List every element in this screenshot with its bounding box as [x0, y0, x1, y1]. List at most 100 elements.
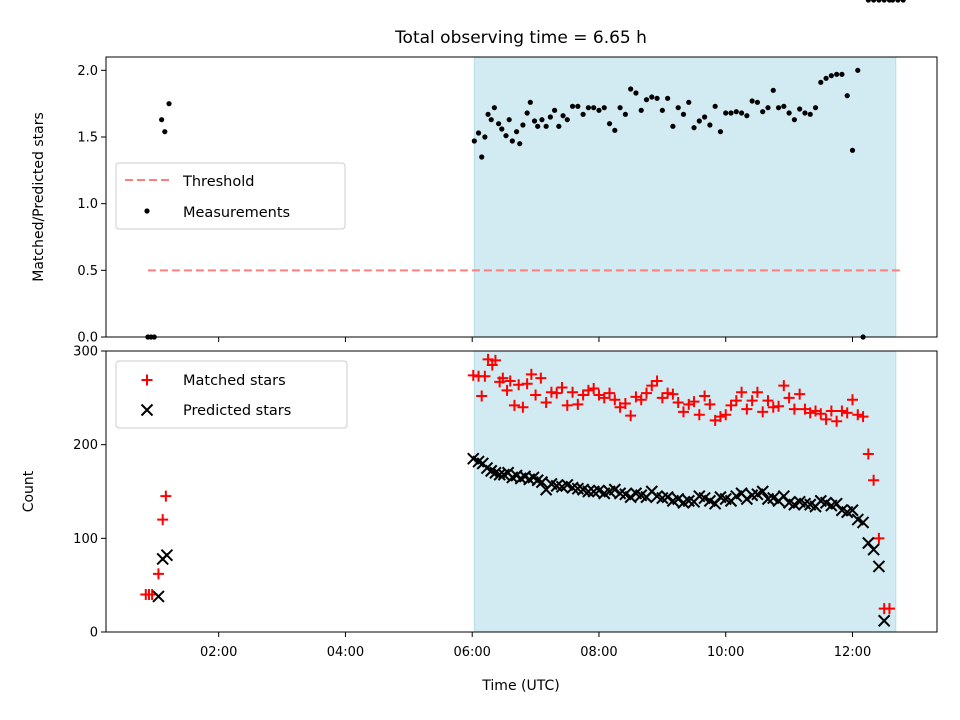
matched-star-point: [604, 387, 616, 399]
measurement-point: [675, 105, 681, 111]
legend-box: [115, 360, 348, 429]
matched-star-point: [651, 375, 663, 387]
matched-star-point: [517, 401, 529, 413]
measurement-point: [802, 110, 808, 116]
matched-star-point: [868, 474, 880, 486]
measurement-point: [702, 114, 708, 120]
measurement-point: [575, 103, 581, 109]
measurement-point: [520, 122, 526, 128]
measurement-point: [612, 127, 618, 133]
measurement-point: [881, 0, 887, 3]
matched-star-point: [778, 380, 790, 392]
measurement-point: [797, 106, 803, 112]
measurement-point: [560, 113, 566, 119]
measurement-point: [680, 111, 687, 117]
matched-star-point: [773, 400, 785, 412]
measurement-point: [865, 0, 871, 3]
measurement-point: [591, 105, 597, 111]
measurement-point: [622, 111, 628, 117]
measurement-point: [723, 110, 729, 116]
matched-star-point: [762, 395, 774, 407]
matched-star-point: [862, 448, 874, 460]
measurement-point: [744, 113, 750, 119]
matched-star-point: [704, 398, 716, 410]
matched-star-point: [609, 394, 621, 406]
measurement-point: [844, 93, 850, 99]
matched-star-point: [852, 409, 864, 421]
measurement-point: [585, 105, 592, 111]
predicted-star-point: [756, 485, 769, 498]
x-tick-label: 02:00: [200, 645, 237, 660]
count-marks: [140, 353, 895, 627]
measurement-point: [479, 154, 485, 160]
measurement-point: [617, 105, 623, 111]
predicted-star-point: [608, 483, 622, 496]
count-y-axis-label: Count: [21, 470, 37, 512]
matched-star-point: [577, 389, 589, 401]
measurement-point: [606, 121, 613, 127]
measurement-point: [499, 126, 505, 132]
matched-star-point: [783, 392, 795, 404]
x-tick-label: 04:00: [327, 645, 364, 660]
predicted-star-point: [872, 560, 886, 573]
matched-star-point: [788, 403, 800, 415]
y-tick-label: 0.0: [77, 331, 98, 346]
predicted-star-point: [160, 548, 174, 562]
matched-star-point: [688, 396, 700, 408]
matched-star-point: [751, 386, 763, 398]
y-tick-label: 0.5: [77, 264, 98, 279]
matched-star-point: [815, 408, 827, 420]
measurement-point: [564, 117, 570, 123]
measurement-point: [738, 110, 745, 116]
measurement-point: [791, 117, 797, 123]
measurement-point: [670, 123, 676, 129]
measurement-point: [855, 67, 861, 73]
measurement-point: [696, 118, 702, 124]
matched-star-point: [551, 387, 563, 399]
observing-span-bottom: [473, 350, 897, 633]
measurement-point: [488, 117, 494, 123]
legend-measurements-swatch: [144, 208, 150, 214]
measurement-point: [770, 87, 776, 93]
matched-star-point: [794, 388, 806, 400]
measurement-point: [807, 111, 813, 117]
count-legend: Matched stars Predicted stars: [115, 360, 348, 429]
matched-star-point: [501, 384, 513, 396]
measurement-point: [535, 123, 541, 129]
y-tick-label: 300: [73, 345, 98, 360]
legend-matched-label: Matched stars: [183, 373, 286, 389]
measurement-point: [665, 95, 671, 101]
measurement-point: [513, 129, 520, 135]
measurement-point: [491, 105, 497, 111]
legend-predicted-label: Predicted stars: [183, 403, 291, 419]
ratio-marks: [145, 0, 906, 340]
measurement-point: [471, 138, 477, 144]
matched-star-point: [883, 603, 895, 615]
measurement-point: [159, 117, 165, 123]
measurement-point: [527, 99, 533, 105]
measurement-point: [506, 117, 512, 123]
matched-star-point: [741, 403, 753, 415]
measurement-point: [828, 73, 834, 79]
matched-star-point: [497, 372, 509, 384]
matched-star-point: [725, 399, 737, 411]
y-tick-label: 200: [73, 438, 98, 453]
measurement-point: [691, 125, 697, 131]
measurement-point: [775, 105, 782, 111]
matched-star-point: [567, 386, 579, 398]
x-axis-label: Time (UTC): [481, 678, 559, 694]
measurement-point: [834, 71, 840, 77]
matched-star-point: [152, 568, 164, 580]
predicted-star-point: [740, 492, 754, 506]
measurement-point: [849, 147, 856, 153]
measurement-point: [496, 121, 502, 127]
matched-star-point: [504, 375, 516, 387]
measurement-point: [786, 110, 792, 116]
legend-measurements-label: Measurements: [183, 205, 290, 221]
legend-threshold-label: Threshold: [182, 174, 254, 190]
predicted-star-point: [877, 614, 891, 627]
matched-star-point: [857, 411, 869, 423]
predicted-star-point: [582, 485, 595, 498]
measurement-point: [818, 79, 824, 85]
